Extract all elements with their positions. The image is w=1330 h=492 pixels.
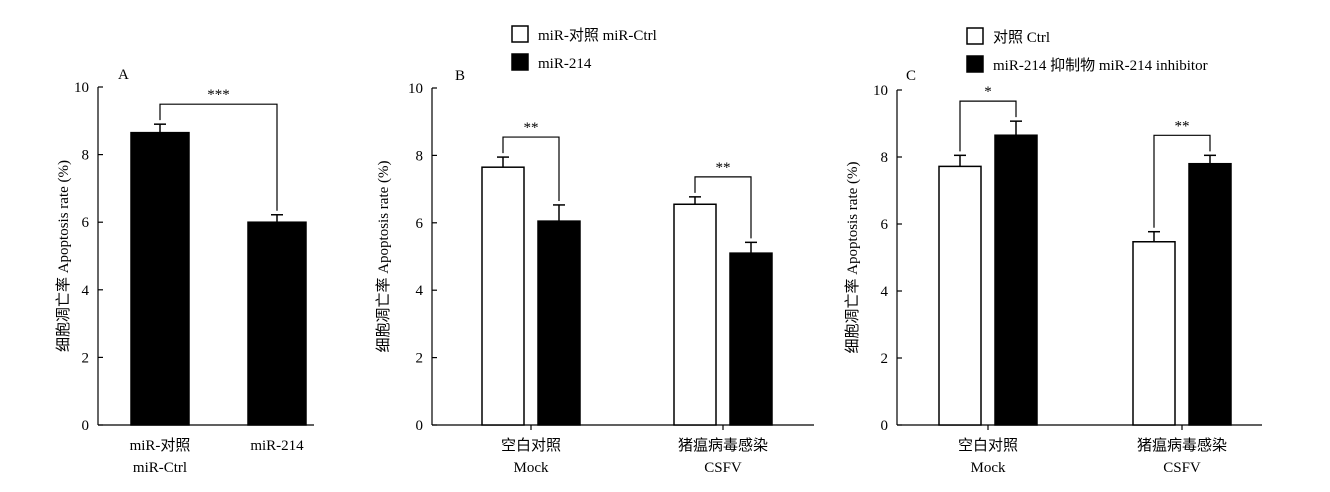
significance-label: * [984,84,992,100]
x-tick-label: 空白对照 [501,437,561,454]
x-tick-label: 空白对照 [958,437,1018,454]
x-tick-label-sub: Mock [514,460,549,476]
bar [729,252,773,426]
significance-label: ** [524,120,539,136]
y-tick-label: 10 [408,81,423,97]
y-tick-label: 10 [873,83,888,99]
y-tick-label: 8 [82,148,90,164]
panel-label: C [906,68,916,84]
y-axis-label: 细胞凋亡率 Apoptosis rate (%) [844,161,861,353]
y-tick-label: 4 [881,284,889,300]
legend-swatch [511,53,529,71]
significance-bracket [502,136,560,201]
y-tick-label: 6 [881,217,889,233]
significance-bracket [959,100,1017,152]
bar [938,165,982,426]
x-tick-label: miR-对照 [130,437,191,454]
y-tick-label: 10 [74,80,89,96]
x-tick-label: 猪瘟病毒感染 [1137,436,1227,454]
panel-label: B [455,68,465,84]
x-tick-label-sub: CSFV [704,460,742,476]
legend-label: 对照 Ctrl [993,29,1050,46]
x-tick-label-sub: CSFV [1163,460,1201,476]
significance-label: ** [1175,118,1190,134]
y-tick-label: 6 [416,216,424,232]
chart-panel-c: C 细胞凋亡率 Apoptosis rate (%) 0 2 4 6 8 10 空白对照 Mock… [844,27,1262,476]
y-axis-label: 细胞凋亡率 Apoptosis rate (%) [55,160,72,352]
legend-swatch [966,27,984,45]
y-tick-label: 8 [881,150,889,166]
legend-swatch [966,55,984,73]
x-tick-label-sub: miR-Ctrl [133,460,187,476]
significance-bracket [159,103,278,211]
legend-label: miR-214 抑制物 miR-214 inhibitor [993,57,1208,74]
y-tick-label: 2 [82,350,90,366]
chart-panel-a: A 细胞凋亡率 Apoptosis rate (%) 0 2 4 6 8 10 miR-对照 mi… [55,67,314,476]
bar [130,131,190,426]
y-tick-label: 4 [82,283,90,299]
legend-label: miR-对照 miR-Ctrl [538,27,657,44]
significance-bracket [694,176,752,239]
bar [537,220,581,426]
bar [673,203,717,426]
y-tick-label: 6 [82,215,90,231]
legend-swatch [511,25,529,43]
significance-bracket [1153,134,1211,228]
y-tick-label: 8 [416,148,424,164]
x-tick-label-sub: Mock [971,460,1006,476]
y-tick-label: 0 [416,418,424,434]
bar [1188,162,1232,426]
panel-label: A [118,67,129,83]
y-tick-label: 4 [416,283,424,299]
y-tick-label: 0 [881,418,889,434]
y-tick-label: 0 [82,418,90,434]
x-tick-label: miR-214 [250,438,304,454]
bar [247,221,307,426]
x-tick-label: 猪瘟病毒感染 [678,436,768,454]
chart-panel-b: B 细胞凋亡率 Apoptosis rate (%) 0 2 4 6 8 10 空白对照 Mock… [375,25,814,476]
y-tick-label: 2 [881,351,889,367]
legend-label: miR-214 [538,56,592,72]
bar [994,134,1038,426]
significance-label: *** [207,87,230,103]
y-axis-label: 细胞凋亡率 Apoptosis rate (%) [375,160,392,352]
bar [481,166,525,426]
bar [1132,241,1176,426]
significance-label: ** [716,160,731,176]
y-tick-label: 2 [416,351,424,367]
